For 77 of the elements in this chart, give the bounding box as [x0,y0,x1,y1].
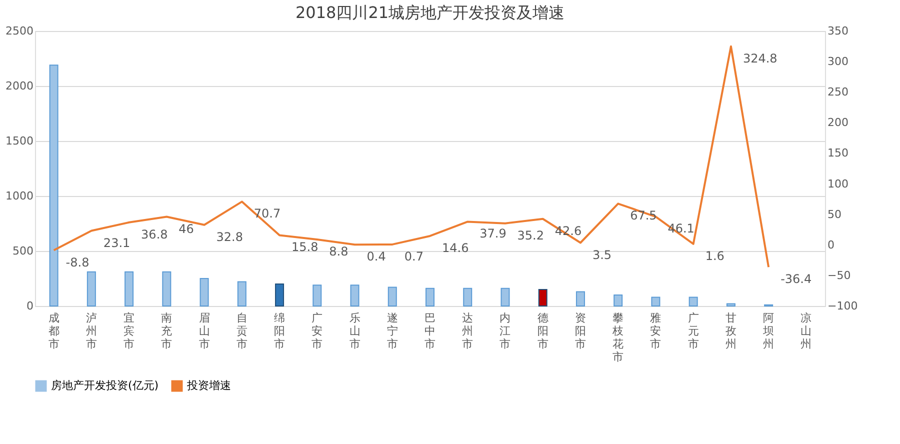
y2-tick-label: −100 [828,300,858,312]
data-label: 32.8 [216,230,244,244]
bar [388,286,397,306]
bar [688,296,698,306]
x-tick-label: 乐山市 [349,312,360,350]
data-label: 8.8 [329,244,348,259]
data-label: 3.5 [592,248,612,262]
y2-tick-label: 50 [828,208,842,221]
data-label: 70.7 [254,206,281,221]
bar [500,288,510,306]
x-tick-label: 内江市 [500,312,511,350]
x-tick-label: 绵阳市 [274,312,286,350]
y-tick-label: 2500 [6,24,34,38]
y-tick-label: 2000 [6,80,34,92]
bar [426,288,434,306]
x-tick-label: 南充市 [161,312,172,350]
bar [350,284,360,306]
y2-tick-label: 350 [828,24,848,38]
x-tick-label: 德阳市 [537,312,548,350]
data-label: 1.6 [705,248,724,263]
y-tick-label: 500 [12,244,34,258]
x-tick-label: 广安市 [312,312,323,350]
x-tick-label: 阿坝州 [762,312,774,350]
y2-tick-label: 150 [828,146,848,160]
legend-label: 投资增速 [186,379,231,392]
bar [275,284,284,306]
y2-tick-label: 300 [828,55,848,68]
x-tick-label: 攀枝花市 [612,312,624,364]
data-label: 0.7 [404,249,424,264]
data-label: 15.8 [292,240,318,254]
y-tick-label: 0 [26,300,34,312]
bar [614,294,623,306]
data-label: 14.6 [442,240,469,255]
x-tick-label: 广元市 [688,312,699,350]
y2-tick-label: 200 [828,116,848,130]
y-tick-label: 1500 [6,134,34,148]
y2-tick-label: −50 [828,268,851,282]
data-label: -36.4 [780,272,812,286]
bar [49,64,58,306]
data-label: 23.1 [103,236,130,250]
bar [124,271,134,306]
legend-label: 房地产开发投资(亿元) [51,379,159,392]
x-tick-label: 巴中市 [424,312,436,350]
data-label: 35.2 [517,228,544,242]
bar [162,271,172,306]
bar [312,284,322,306]
y2-tick-label: 250 [828,86,848,99]
bar [576,291,585,306]
x-tick-label: 泸州市 [86,312,97,350]
x-tick-label: 达州市 [462,312,474,350]
data-label: -8.8 [66,255,90,270]
bar [237,281,246,306]
x-tick-label: 成都市 [48,312,60,350]
data-label: 46 [178,222,194,236]
bar [651,296,660,306]
bar [200,278,209,306]
bar [463,288,472,306]
bar [538,289,548,306]
data-label: 0.4 [366,250,386,264]
y2-tick-label: 100 [828,177,848,190]
x-tick-label: 雅安市 [650,312,662,350]
x-tick-label: 宜宾市 [124,312,135,350]
data-label: 36.8 [141,227,168,242]
bar [86,271,96,306]
data-label: 67.5 [630,208,657,223]
x-tick-label: 资阳市 [574,312,586,350]
data-label: 324.8 [742,51,778,66]
chart-title: 2018四川21城房地产开发投资及增速 [295,3,565,22]
data-label: 37.9 [480,226,506,241]
x-tick-label: 凉山州 [800,312,812,350]
y2-tick-label: 0 [828,238,834,252]
x-tick-label: 眉山市 [198,312,210,350]
x-tick-label: 遂宁市 [386,312,398,350]
x-tick-label: 自贡市 [236,312,248,350]
x-tick-label: 甘孜州 [725,312,736,350]
bar [726,303,736,306]
y-tick-label: 1000 [6,190,34,202]
